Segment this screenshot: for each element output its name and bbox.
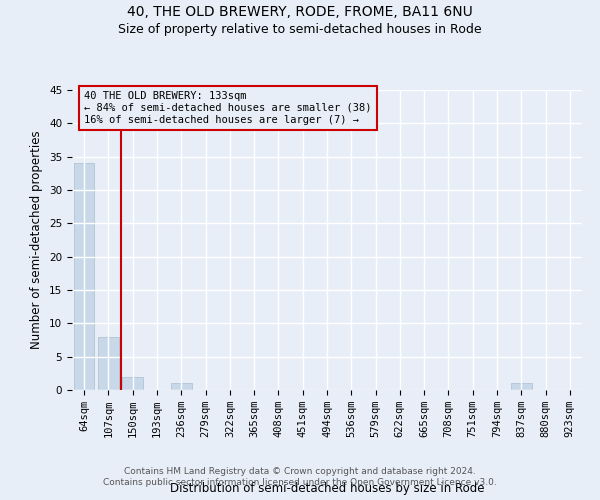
Bar: [98, 336, 119, 390]
Text: 40 THE OLD BREWERY: 133sqm
← 84% of semi-detached houses are smaller (38)
16% of: 40 THE OLD BREWERY: 133sqm ← 84% of semi…: [85, 92, 372, 124]
Y-axis label: Number of semi-detached properties: Number of semi-detached properties: [31, 130, 43, 350]
Bar: [171, 384, 191, 390]
Text: 40, THE OLD BREWERY, RODE, FROME, BA11 6NU: 40, THE OLD BREWERY, RODE, FROME, BA11 6…: [127, 5, 473, 19]
Text: Contains HM Land Registry data © Crown copyright and database right 2024.
Contai: Contains HM Land Registry data © Crown c…: [103, 468, 497, 487]
Text: Size of property relative to semi-detached houses in Rode: Size of property relative to semi-detach…: [118, 22, 482, 36]
Bar: [511, 384, 532, 390]
Bar: [74, 164, 94, 390]
Text: Distribution of semi-detached houses by size in Rode: Distribution of semi-detached houses by …: [170, 482, 484, 495]
Bar: [122, 376, 143, 390]
